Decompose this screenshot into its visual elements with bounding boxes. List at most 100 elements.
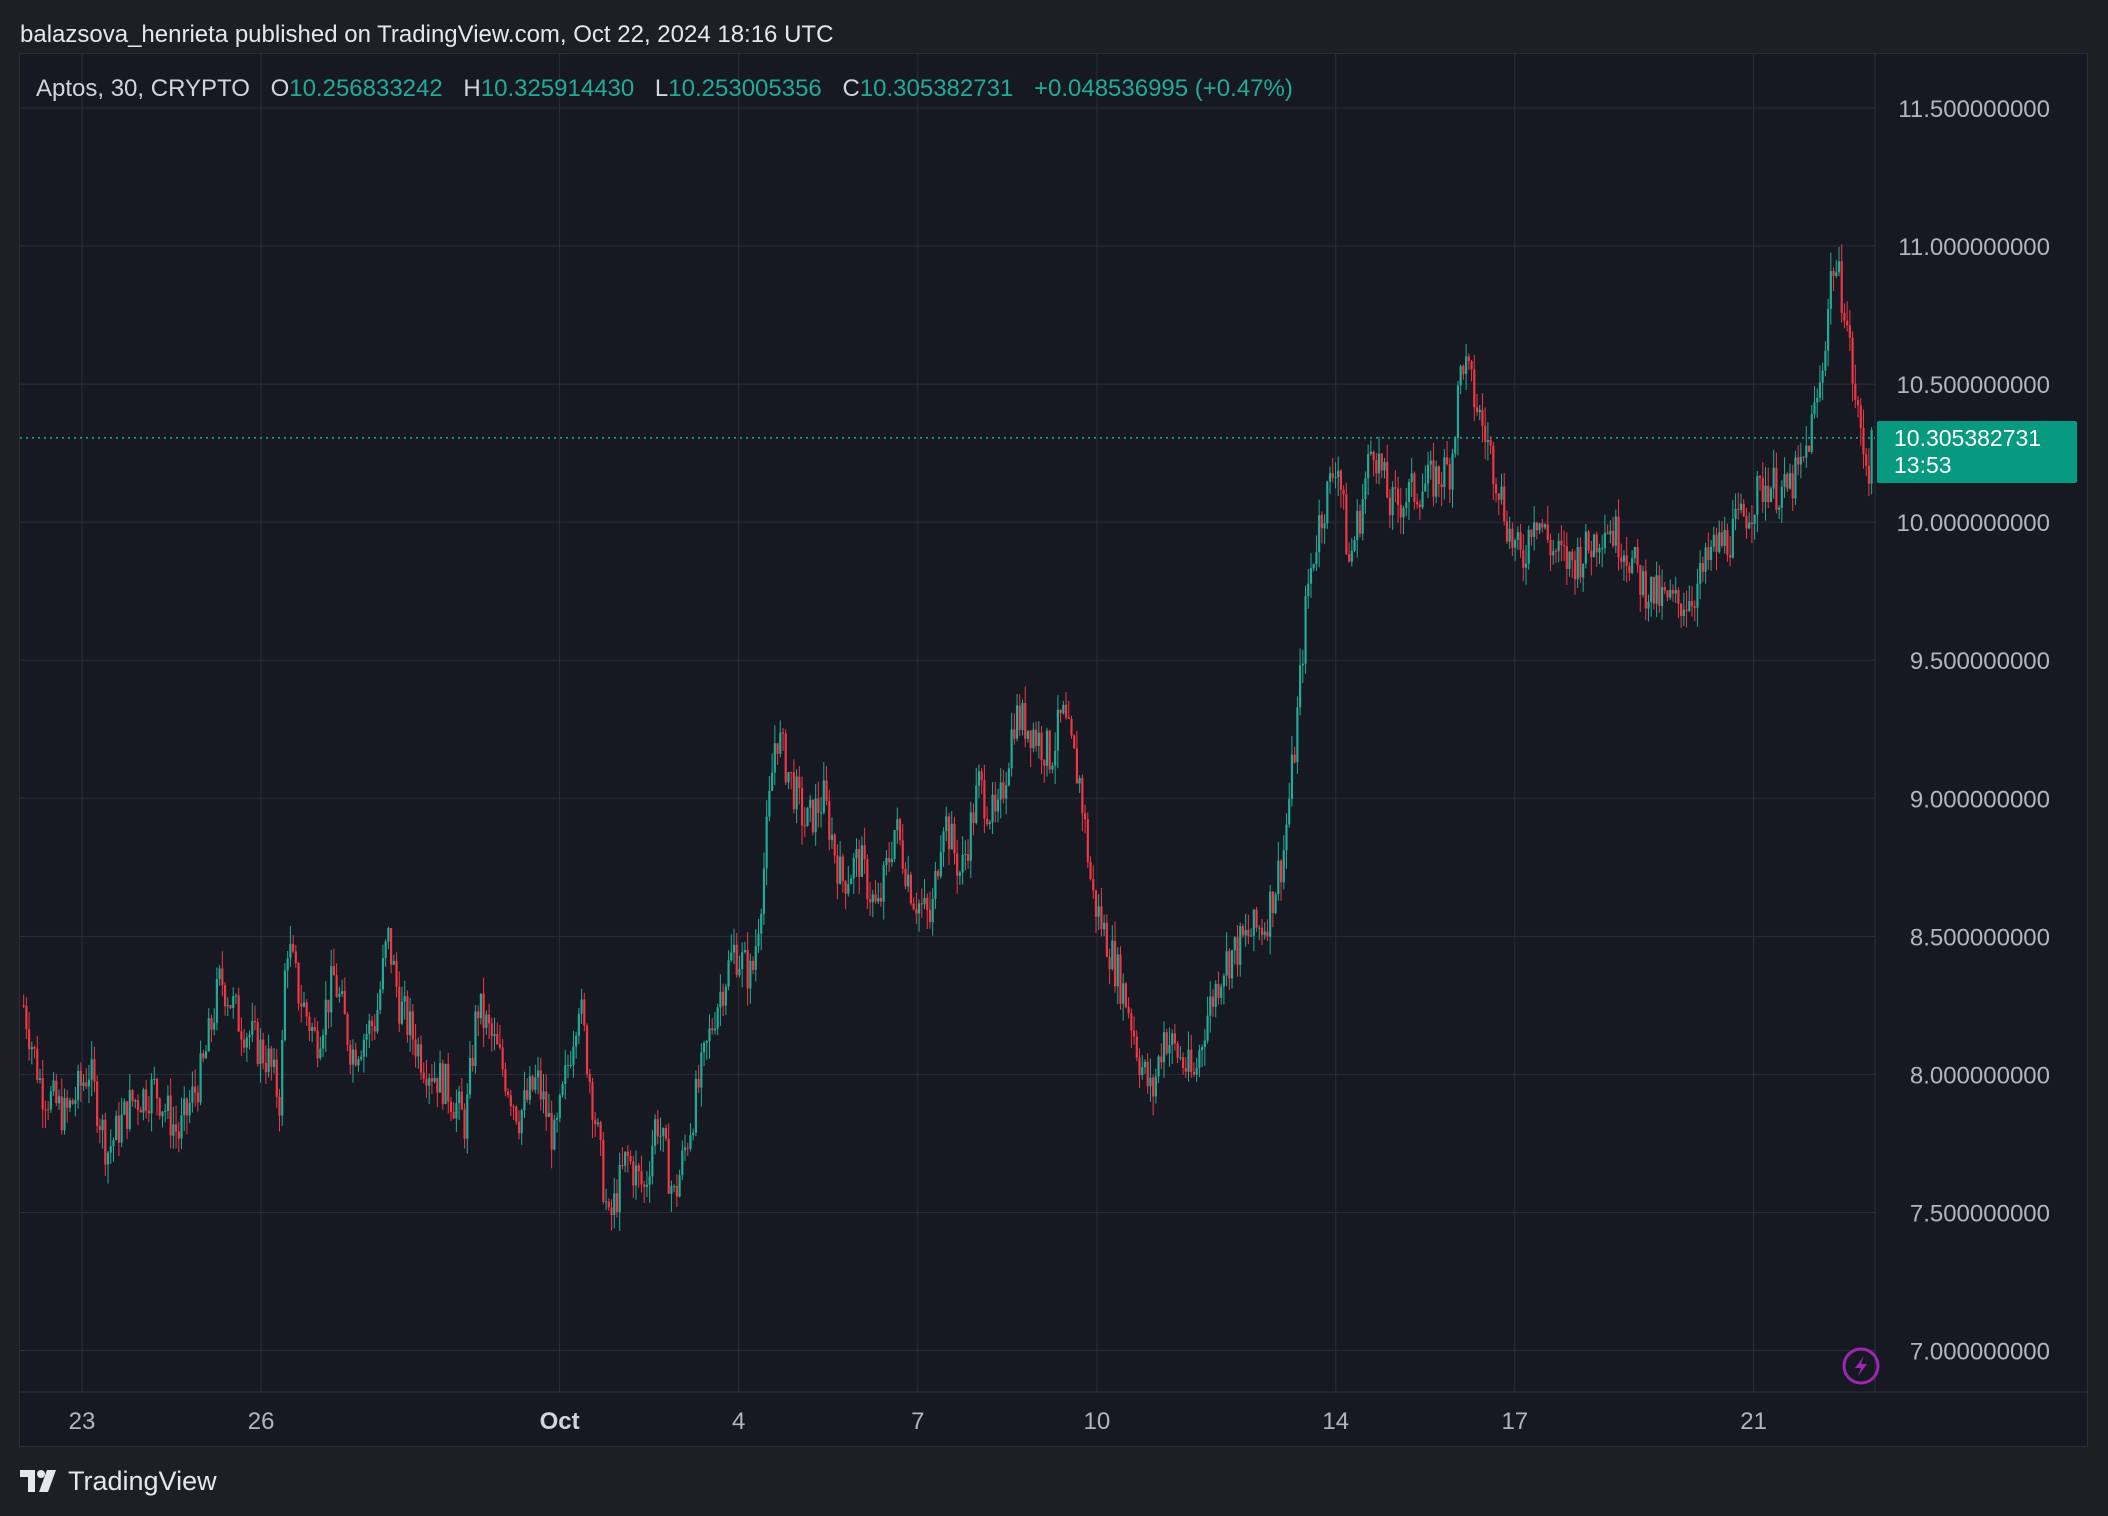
candle-body [986,818,989,825]
candle-body [232,996,235,1008]
candle-body [1690,601,1694,607]
candle-body [937,871,940,877]
alert-icon[interactable] [1842,1347,1880,1385]
chart-panel[interactable] [19,53,2088,1447]
candle-body [169,1095,172,1136]
candle-body [825,780,828,801]
candle-body [1364,478,1367,500]
candle-body [1489,440,1492,446]
candle-body [1075,748,1079,784]
candle-body [1331,473,1334,478]
candle-body [1571,551,1574,561]
symbol-label[interactable]: Aptos, 30, CRYPTO [36,75,250,102]
candle-body [953,823,956,854]
candle-body [1157,1056,1160,1077]
candle-body [38,1078,42,1081]
tradingview-logo-icon[interactable] [20,1470,60,1492]
candle-body [1092,879,1095,891]
candle-body [610,1207,613,1215]
candle-body [716,1007,719,1029]
candle-body [1843,313,1846,321]
brand-name[interactable]: TradingView [68,1465,217,1496]
candle-body [1201,1047,1204,1051]
candle-body [343,991,346,1015]
candle-body [893,830,896,859]
candle-body [1674,590,1677,594]
candle-body [174,1124,178,1132]
candle-body [1122,983,1125,1004]
candle-body [1514,539,1517,548]
candle-body [1111,940,1114,970]
candle-body [771,772,774,791]
y-tick-label: 9.500000000 [1910,648,2050,675]
candle-body [1124,983,1128,1008]
candle-body [1778,507,1781,510]
candle-body [741,952,744,970]
candle-body [1631,558,1634,574]
candle-body [251,1021,254,1035]
candle-body [1590,550,1593,558]
candle-body [727,960,730,987]
candle-body [708,1028,711,1042]
candle-body [1067,717,1070,720]
candle-body [327,999,330,1013]
candle-body [308,1016,311,1031]
candle-body [1024,703,1027,739]
candle-body [1369,451,1372,454]
candle-body [213,1022,216,1030]
candle-body [215,978,218,1023]
candle-body [648,1176,651,1185]
candle-body [912,903,915,910]
candle-body [272,1059,276,1067]
candle-body [888,858,891,863]
candle-body [1440,484,1443,488]
candle-body [735,944,738,976]
candle-body [1699,563,1702,584]
candle-body [1788,473,1792,489]
candle-body [414,1039,417,1057]
candle-body [1100,906,1103,930]
candle-body [1318,514,1321,553]
candle-body [975,785,978,823]
candle-body [357,1059,360,1066]
candle-body [237,995,240,1032]
candle-body [1475,407,1479,413]
candle-body [983,780,986,819]
candle-body [392,960,395,965]
candle-body [1538,523,1541,531]
candle-body [1565,546,1568,570]
candle-body [202,1053,205,1059]
candle-body [1465,356,1468,374]
candle-body [1696,583,1699,608]
candle-body [1250,935,1253,937]
candle-body [1516,532,1519,540]
candle-body [1198,1050,1201,1068]
candle-body [381,958,385,990]
candle-body [1639,565,1642,595]
candle-body [1059,709,1062,714]
candle-body [1089,862,1092,880]
candle-body [243,1039,246,1048]
candle-body [319,1048,322,1059]
candle-body [534,1077,537,1090]
candle-body [395,960,398,987]
candle-body [1677,590,1680,604]
candle-body [673,1186,676,1188]
candle-body [686,1147,689,1149]
candle-body [1005,785,1008,799]
candle-body [678,1175,681,1197]
candle-body [1399,504,1402,518]
candle-body [923,897,926,905]
candle-body [1791,473,1794,499]
candle-body [1769,488,1773,502]
candle-body [1081,778,1084,814]
candle-body [1731,518,1734,558]
bar-countdown: 13:53 [1894,452,1952,478]
close-value: 10.305382731 [859,75,1014,102]
candle-body [1007,768,1010,786]
candle-body [621,1164,624,1166]
candle-body [1187,1049,1190,1072]
candle-body [389,928,393,965]
candle-body [444,1063,447,1104]
